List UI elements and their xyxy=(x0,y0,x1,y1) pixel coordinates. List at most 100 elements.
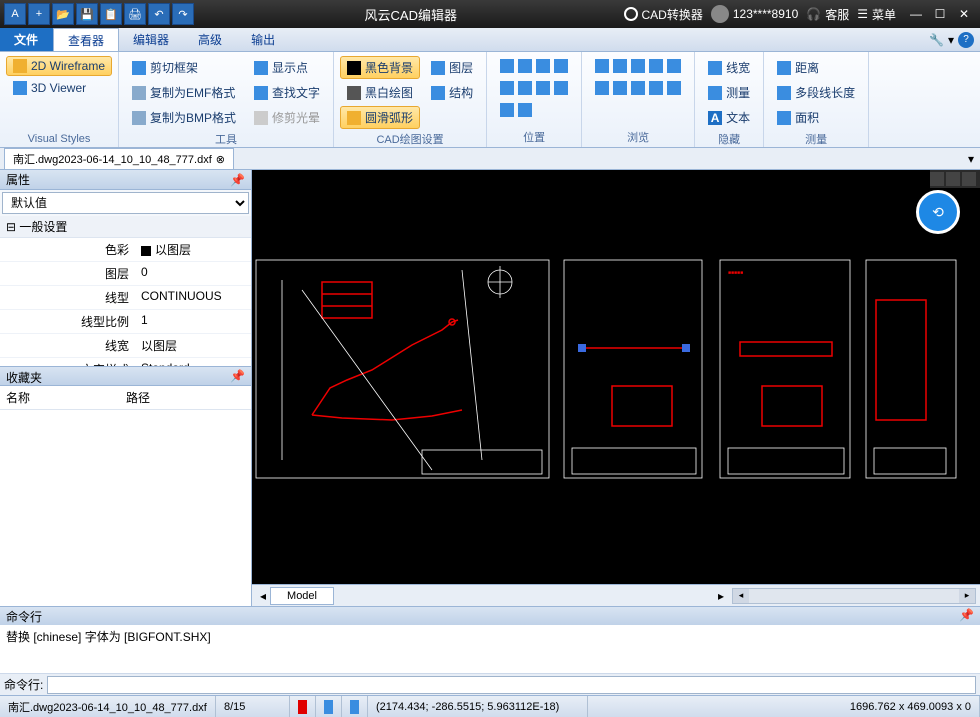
command-title: 命令行 xyxy=(6,608,42,624)
ribbon-group-tools: 剪切框架 复制为EMF格式 复制为BMP格式 显示点 查找文字 修剪光晕 工具 xyxy=(119,52,334,147)
tab-viewer[interactable]: 查看器 xyxy=(53,28,119,51)
copy-bmp-button[interactable]: 复制为BMP格式 xyxy=(125,106,243,129)
viewer-3d-button[interactable]: 3D Viewer xyxy=(6,78,112,98)
property-value: 1 xyxy=(135,310,251,333)
property-label: 线型比例 xyxy=(0,310,135,333)
canvas-restore-icon[interactable] xyxy=(946,172,960,186)
statusbar: 南汇.dwg2023-06-14_10_10_48_777.dxf 8/15 (… xyxy=(0,695,980,717)
menu-link[interactable]: ☰菜单 xyxy=(857,6,896,23)
qat-open-icon[interactable]: 📂 xyxy=(52,3,74,25)
property-row[interactable]: 线型比例1 xyxy=(0,310,251,334)
property-section[interactable]: ⊟ 一般设置 xyxy=(0,216,251,238)
property-value: 0 xyxy=(135,262,251,285)
dropdown-icon[interactable]: ▾ xyxy=(948,33,954,47)
trim-halo-button[interactable]: 修剪光晕 xyxy=(247,106,327,129)
status-file: 南汇.dwg2023-06-14_10_10_48_777.dxf xyxy=(0,696,216,717)
wireframe-2d-button[interactable]: 2D Wireframe xyxy=(6,56,112,76)
tab-file[interactable]: 文件 xyxy=(0,28,53,51)
pos-btn-1[interactable] xyxy=(493,56,575,76)
qat-new-icon[interactable]: + xyxy=(28,3,50,25)
area-button[interactable]: 面积 xyxy=(770,106,862,129)
ribbon-group-measure: 距离 多段线长度 面积 测量 xyxy=(764,52,869,147)
show-point-button[interactable]: 显示点 xyxy=(247,56,327,79)
prev-layout-icon[interactable]: ◂ xyxy=(256,589,270,603)
layers-button[interactable]: 图层 xyxy=(424,56,480,79)
scroll-left-icon[interactable]: ◂ xyxy=(733,589,749,603)
status-page: 8/15 xyxy=(216,696,290,717)
status-grid-icon[interactable] xyxy=(350,700,359,714)
line-width-button[interactable]: 线宽 xyxy=(701,56,757,79)
browse-row2[interactable] xyxy=(588,78,688,98)
help-buttons: 🔧 ▾ ? xyxy=(929,28,980,51)
document-tab-label: 南汇.dwg2023-06-14_10_10_48_777.dxf xyxy=(13,151,212,167)
tabs-dropdown-icon[interactable]: ▾ xyxy=(962,152,980,166)
document-tabs: 南汇.dwg2023-06-14_10_10_48_777.dxf ⊗ ▾ xyxy=(0,148,980,170)
property-row[interactable]: 文字样式Standard xyxy=(0,358,251,366)
canvas-toolbar xyxy=(930,170,980,188)
qat-undo-icon[interactable]: ↶ xyxy=(148,3,170,25)
qat-redo-icon[interactable]: ↷ xyxy=(172,3,194,25)
tab-editor[interactable]: 编辑器 xyxy=(119,28,184,51)
help-icon[interactable]: ? xyxy=(958,32,974,48)
converter-link[interactable]: CAD转换器 xyxy=(624,6,703,23)
pos-btn-3[interactable] xyxy=(493,100,575,120)
clip-frame-button[interactable]: 剪切框架 xyxy=(125,56,243,79)
pin-icon[interactable]: 📌 xyxy=(230,173,245,187)
pos-btn-2[interactable] xyxy=(493,78,575,98)
model-tab[interactable]: Model xyxy=(270,587,334,605)
horizontal-scrollbar[interactable]: ◂ ▸ xyxy=(732,588,976,604)
document-tab[interactable]: 南汇.dwg2023-06-14_10_10_48_777.dxf ⊗ xyxy=(4,148,234,169)
favorites-pin-icon[interactable]: 📌 xyxy=(230,369,245,383)
user-info[interactable]: 123****8910 xyxy=(711,5,798,23)
window-minimize-icon[interactable]: — xyxy=(904,4,928,24)
property-row[interactable]: 色彩以图层 xyxy=(0,238,251,262)
distance-button[interactable]: 距离 xyxy=(770,56,862,79)
titlebar: A + 📂 💾 📋 🖨 ↶ ↷ 风云CAD编辑器 CAD转换器 123****8… xyxy=(0,0,980,28)
property-label: 文字样式 xyxy=(0,358,135,366)
status-size: 1696.762 x 469.0093 x 0 xyxy=(842,696,980,717)
tab-output[interactable]: 输出 xyxy=(237,28,290,51)
property-row[interactable]: 图层0 xyxy=(0,262,251,286)
ribbon-group-cad-settings: 黑色背景 黑白绘图 圆滑弧形 图层 结构 CAD绘图设置 xyxy=(334,52,487,147)
drawing-canvas[interactable]: ⟲ xyxy=(252,170,980,584)
favorites-body xyxy=(0,410,251,606)
document-tab-close-icon[interactable]: ⊗ xyxy=(216,153,225,166)
property-row[interactable]: 线宽以图层 xyxy=(0,334,251,358)
property-row[interactable]: 线型CONTINUOUS xyxy=(0,286,251,310)
canvas-min-icon[interactable] xyxy=(930,172,944,186)
status-rec-icon[interactable] xyxy=(298,700,307,714)
tool-icon[interactable]: 🔧 xyxy=(929,33,944,47)
bw-draw-button[interactable]: 黑白绘图 xyxy=(340,81,420,104)
black-bg-button[interactable]: 黑色背景 xyxy=(340,56,420,79)
qat-saveas-icon[interactable]: 📋 xyxy=(100,3,122,25)
polyline-length-button[interactable]: 多段线长度 xyxy=(770,81,862,104)
property-label: 图层 xyxy=(0,262,135,285)
sheet-2 xyxy=(564,260,702,478)
copy-emf-button[interactable]: 复制为EMF格式 xyxy=(125,81,243,104)
measure-button[interactable]: 测量 xyxy=(701,81,757,104)
support-link[interactable]: 🎧客服 xyxy=(806,6,849,23)
property-default-select[interactable]: 默认值 xyxy=(2,192,249,214)
qat-logo-icon[interactable]: A xyxy=(4,3,26,25)
window-close-icon[interactable]: ✕ xyxy=(952,4,976,24)
window-maximize-icon[interactable]: ☐ xyxy=(928,4,952,24)
next-layout-icon[interactable]: ▸ xyxy=(714,589,728,603)
property-label: 线型 xyxy=(0,286,135,309)
command-input[interactable] xyxy=(47,676,976,694)
tab-advanced[interactable]: 高级 xyxy=(184,28,237,51)
quick-access-toolbar: A + 📂 💾 📋 🖨 ↶ ↷ xyxy=(0,3,198,25)
scroll-right-icon[interactable]: ▸ xyxy=(959,589,975,603)
canvas-close-icon[interactable] xyxy=(962,172,976,186)
text-button[interactable]: A文本 xyxy=(701,106,757,129)
command-pin-icon[interactable]: 📌 xyxy=(959,608,974,624)
structure-button[interactable]: 结构 xyxy=(424,81,480,104)
status-snap-icon[interactable] xyxy=(324,700,333,714)
browse-row1[interactable] xyxy=(588,56,688,76)
command-section: 命令行 📌 替换 [chinese] 字体为 [BIGFONT.SHX] 命令行… xyxy=(0,606,980,695)
qat-save-icon[interactable]: 💾 xyxy=(76,3,98,25)
qat-print-icon[interactable]: 🖨 xyxy=(124,3,146,25)
find-text-button[interactable]: 查找文字 xyxy=(247,81,327,104)
ribbon-group-position: 位置 xyxy=(487,52,582,147)
smooth-arc-button[interactable]: 圆滑弧形 xyxy=(340,106,420,129)
favorites-title: 收藏夹 xyxy=(6,369,42,383)
